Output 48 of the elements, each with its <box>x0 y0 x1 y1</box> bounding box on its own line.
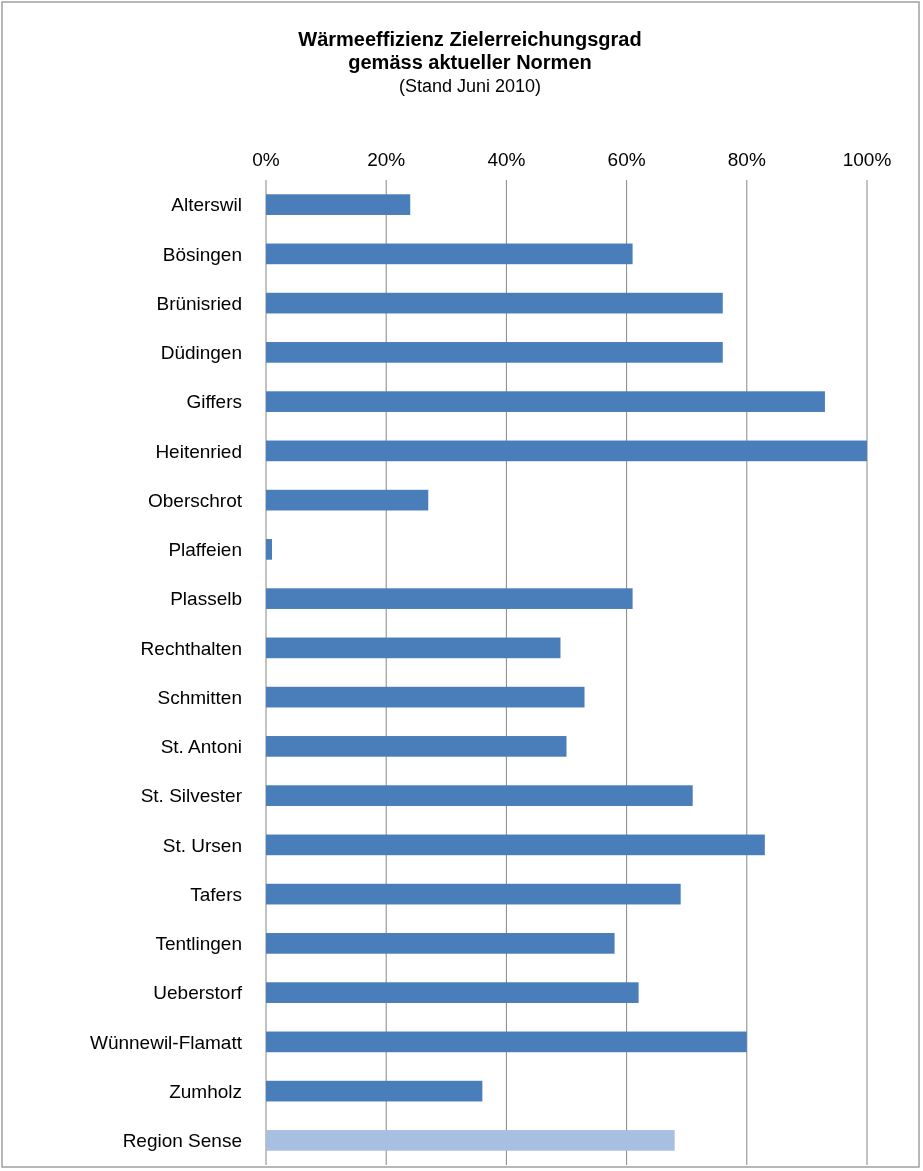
y-tick-label: Giffers <box>186 391 242 413</box>
chart-subtitle: (Stand Juni 2010) <box>398 76 542 96</box>
y-tick-label: St. Ursen <box>162 834 242 856</box>
bar <box>266 982 639 1003</box>
y-tick-label: Heitenried <box>155 440 242 462</box>
bar <box>266 539 273 560</box>
bar <box>266 1080 483 1102</box>
bar <box>266 834 765 856</box>
x-tick-label: 80% <box>727 149 766 170</box>
y-tick-label: Zumholz <box>169 1080 242 1102</box>
y-tick-label: Brünisried <box>156 292 242 314</box>
y-tick-label: Oberschrot <box>148 489 243 511</box>
bar <box>266 933 615 954</box>
y-tick-label: Tentlingen <box>155 933 242 955</box>
y-tick-label: Region Sense <box>122 1130 242 1152</box>
bar <box>266 588 633 609</box>
bar <box>266 1031 747 1053</box>
bar <box>266 489 429 511</box>
bar <box>266 883 681 905</box>
bar <box>266 686 585 708</box>
x-tick-label: 20% <box>367 149 406 170</box>
bar <box>266 785 693 806</box>
bar <box>266 440 867 462</box>
y-tick-label: Plasselb <box>170 588 242 610</box>
x-tick-label: 40% <box>487 149 526 170</box>
bar <box>266 342 723 363</box>
y-tick-label: Schmitten <box>157 686 242 708</box>
bar <box>266 736 567 757</box>
x-tick-label: 100% <box>842 149 892 170</box>
y-tick-label: Düdingen <box>160 342 242 364</box>
y-tick-label: St. Silvester <box>140 785 243 807</box>
bar <box>266 637 561 659</box>
y-tick-label: Ueberstorf <box>153 982 243 1004</box>
x-tick-label: 60% <box>607 149 646 170</box>
x-tick-label: 0% <box>252 149 280 170</box>
bar <box>266 194 411 215</box>
bar <box>266 1130 675 1151</box>
y-tick-label: Tafers <box>190 883 242 905</box>
bar <box>266 292 723 314</box>
chart-title: Wärmeeffizienz Zielerreichungsgrad gemäss aktueller Normen <box>298 28 642 73</box>
y-tick-label: Wünnewil-Flamatt <box>89 1031 243 1053</box>
y-tick-label: Plaffeien <box>168 539 242 561</box>
y-tick-label: Bösingen <box>162 243 242 265</box>
y-tick-label: Alterswil <box>171 194 242 216</box>
bar <box>266 243 633 265</box>
bar <box>266 391 825 412</box>
y-tick-label: Rechthalten <box>140 637 242 659</box>
y-tick-label: St. Antoni <box>160 736 242 758</box>
